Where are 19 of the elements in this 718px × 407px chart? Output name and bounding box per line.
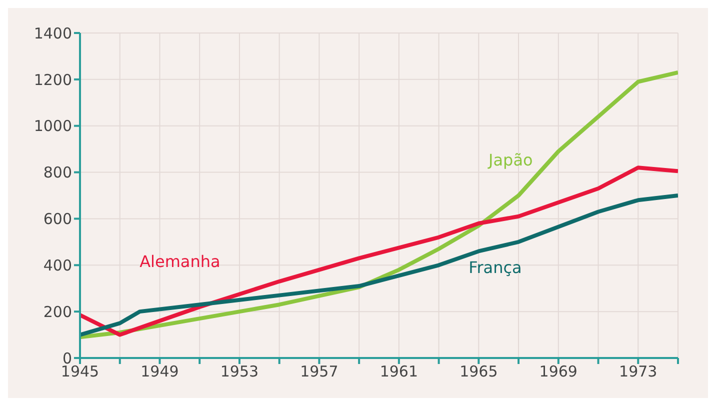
line-series [80,194,678,337]
x-tick-label: 1961 [380,362,418,381]
y-tick-label: 1400 [34,24,72,42]
y-tick-label: 1200 [34,70,72,89]
y-tick-label: 1000 [34,117,72,136]
y-tick-label: 800 [43,164,72,182]
series-label: Japão [488,150,533,170]
y-tick-label: 400 [43,256,72,274]
x-tick-label: 1953 [220,362,259,381]
x-tick-label: 1973 [619,362,658,381]
x-tick-label: 1945 [60,362,100,381]
series-label: Alemanha [140,252,220,271]
y-tick-label: 600 [43,210,72,228]
y-tick-label: 200 [43,302,72,321]
series-label: França [468,258,522,278]
x-tick-label: 1957 [300,362,338,381]
x-tick-label: 1965 [460,362,498,381]
x-tick-label: 1969 [539,362,578,381]
x-tick-label: 1949 [140,362,179,381]
